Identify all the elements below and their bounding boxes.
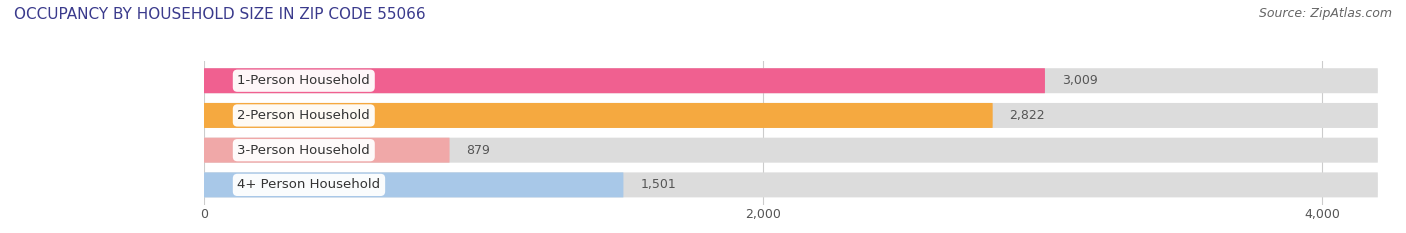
Text: 2-Person Household: 2-Person Household: [238, 109, 370, 122]
FancyBboxPatch shape: [204, 172, 623, 197]
Text: 4+ Person Household: 4+ Person Household: [238, 178, 381, 191]
Text: 879: 879: [467, 144, 491, 157]
Text: 3,009: 3,009: [1062, 74, 1098, 87]
FancyBboxPatch shape: [204, 68, 1045, 93]
FancyBboxPatch shape: [204, 103, 993, 128]
FancyBboxPatch shape: [204, 138, 450, 163]
FancyBboxPatch shape: [204, 138, 1378, 163]
Text: OCCUPANCY BY HOUSEHOLD SIZE IN ZIP CODE 55066: OCCUPANCY BY HOUSEHOLD SIZE IN ZIP CODE …: [14, 7, 426, 22]
Text: 1-Person Household: 1-Person Household: [238, 74, 370, 87]
FancyBboxPatch shape: [204, 172, 1378, 197]
Text: 3-Person Household: 3-Person Household: [238, 144, 370, 157]
FancyBboxPatch shape: [204, 103, 1378, 128]
Text: Source: ZipAtlas.com: Source: ZipAtlas.com: [1258, 7, 1392, 20]
Text: 2,822: 2,822: [1010, 109, 1045, 122]
Text: 1,501: 1,501: [640, 178, 676, 191]
FancyBboxPatch shape: [204, 68, 1378, 93]
